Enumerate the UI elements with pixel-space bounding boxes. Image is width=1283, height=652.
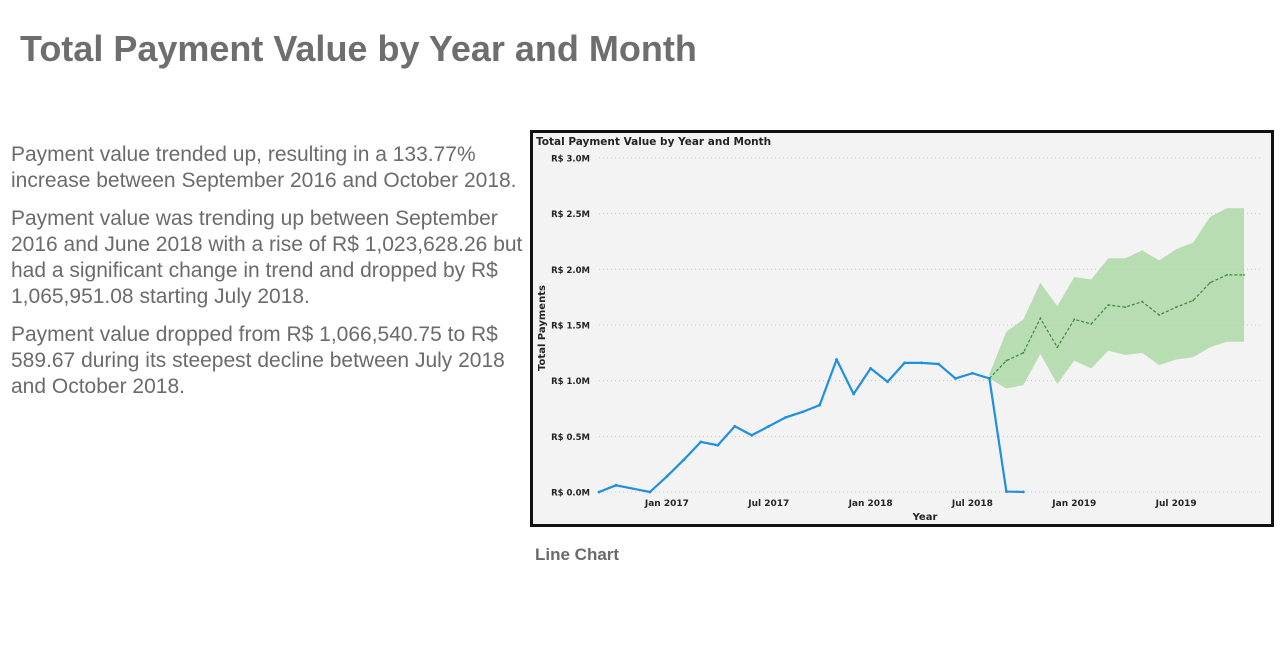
chart-caption: Line Chart	[535, 545, 620, 564]
chart-title: Total Payment Value by Year and Month	[536, 136, 771, 148]
y-tick-label: R$ 0.0M	[551, 489, 590, 499]
y-tick-label: R$ 2.5M	[551, 210, 590, 220]
actual-data-point	[818, 403, 822, 407]
y-axis-label: Total Payments	[537, 285, 548, 371]
forecast-confidence-band	[989, 208, 1245, 389]
actual-data-point	[1004, 490, 1008, 493]
x-tick-label: Jul 2017	[747, 499, 789, 509]
actual-data-point	[682, 458, 686, 462]
forecast-band-area	[989, 208, 1245, 389]
summary-paragraph-1: Payment value trended up, resulting in a…	[11, 143, 517, 192]
x-tick-label: Jul 2019	[1155, 499, 1197, 509]
y-axis-ticks: R$ 0.0M R$ 0.5M R$ 1.0M R$ 1.5M R$ 2.0M R$ 2.…	[551, 155, 590, 499]
actual-data-point	[699, 440, 703, 444]
forecast-data-point	[1192, 299, 1195, 302]
page-title: Total Payment Value by Year and Month	[20, 28, 697, 69]
actual-data-point	[648, 490, 652, 494]
actual-data-point	[937, 362, 940, 366]
actual-data-point	[597, 490, 601, 494]
forecast-data-point	[1243, 274, 1245, 276]
actual-data-point	[852, 392, 856, 396]
x-axis-label: Year	[912, 512, 938, 523]
forecast-series-line	[988, 274, 1245, 379]
x-tick-label: Jul 2018	[951, 499, 993, 509]
forecast-data-point	[1209, 281, 1211, 284]
y-tick-label: R$ 1.0M	[551, 377, 590, 387]
actual-series-line	[598, 358, 1024, 494]
summary-text: Payment value trended up, resulting in a…	[11, 142, 531, 412]
actual-data-point	[665, 475, 669, 478]
actual-data-point	[903, 361, 906, 365]
y-tick-label: R$ 2.0M	[551, 266, 590, 276]
forecast-data-point	[1158, 314, 1161, 316]
actual-data-point	[767, 424, 771, 428]
x-axis-ticks: Jan 2017 Jul 2017 Jan 2018 Jul 2018 Jan 2019…	[644, 499, 1197, 509]
actual-data-point	[614, 483, 618, 487]
actual-data-point	[716, 443, 720, 447]
forecast-data-point	[1175, 306, 1178, 309]
actual-data-point	[835, 358, 839, 361]
forecast-data-point	[1022, 351, 1025, 354]
actual-data-point	[750, 433, 754, 437]
forecast-data-point	[1005, 359, 1008, 362]
actual-data-point	[801, 410, 805, 414]
actual-data-point	[784, 416, 788, 419]
forecast-data-point	[1090, 322, 1093, 325]
summary-paragraph-2: Payment value was trending up between Se…	[11, 207, 523, 308]
y-tick-label: R$ 0.5M	[551, 433, 590, 443]
summary-paragraph-3: Payment value dropped from R$ 1,066,540.…	[11, 323, 505, 398]
actual-data-point	[954, 377, 957, 380]
forecast-data-point	[1226, 274, 1228, 276]
forecast-data-point	[1124, 306, 1127, 309]
forecast-data-point	[1039, 317, 1042, 320]
y-tick-label: R$ 1.5M	[551, 322, 590, 332]
actual-data-point	[869, 367, 872, 370]
data-points	[597, 274, 1245, 494]
x-tick-label: Jan 2017	[644, 499, 689, 509]
actual-data-point	[920, 361, 923, 365]
actual-data-point	[1021, 490, 1025, 494]
actual-data-point	[971, 371, 974, 375]
line-chart-svg: Total Payment Value by Year and Month R$…	[536, 136, 1261, 523]
forecast-data-point	[1073, 318, 1076, 321]
forecast-data-point	[1107, 304, 1110, 306]
y-tick-label: R$ 3.0M	[551, 155, 590, 165]
x-tick-label: Jan 2019	[1051, 499, 1096, 509]
actual-data-point	[733, 424, 737, 428]
x-tick-label: Jan 2018	[848, 499, 893, 509]
forecast-data-point	[1056, 346, 1059, 349]
forecast-data-point	[1141, 300, 1144, 303]
actual-data-point	[886, 380, 889, 384]
forecast-data-point	[988, 377, 991, 380]
line-chart-visual[interactable]: Total Payment Value by Year and Month R$…	[530, 130, 1274, 527]
